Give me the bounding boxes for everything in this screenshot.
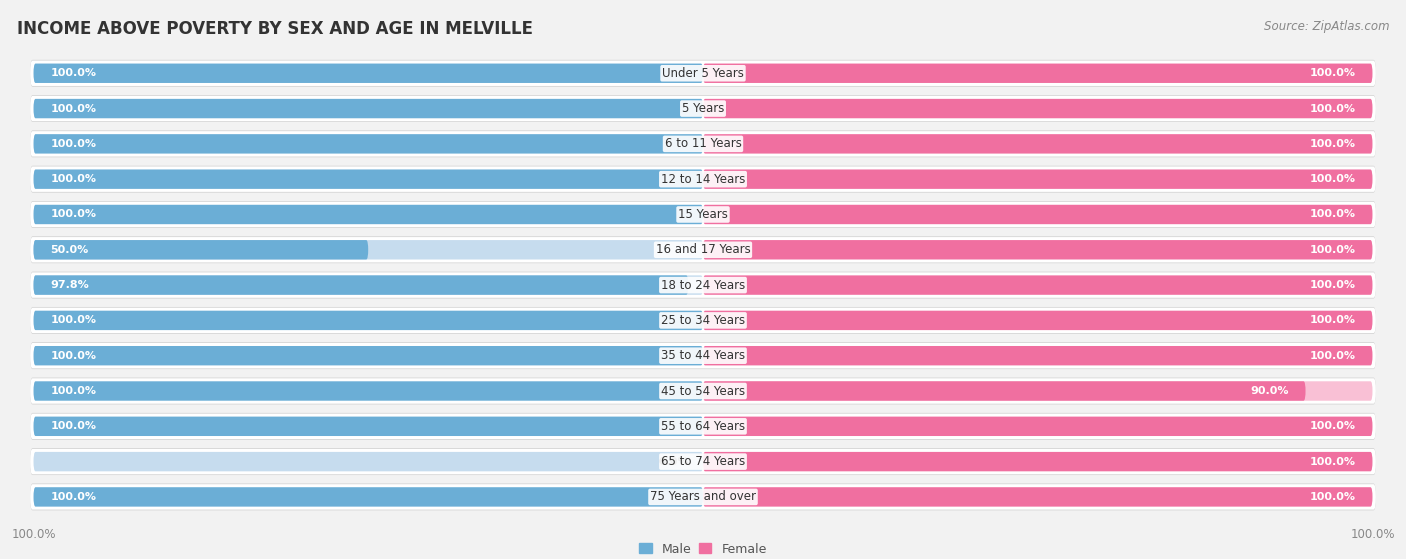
Text: 100.0%: 100.0%	[1310, 280, 1355, 290]
FancyBboxPatch shape	[30, 413, 1376, 440]
FancyBboxPatch shape	[30, 95, 1376, 122]
FancyBboxPatch shape	[30, 414, 1376, 439]
FancyBboxPatch shape	[34, 64, 703, 83]
Text: 100.0%: 100.0%	[51, 386, 96, 396]
FancyBboxPatch shape	[30, 377, 1376, 404]
FancyBboxPatch shape	[30, 130, 1376, 157]
Text: 5 Years: 5 Years	[682, 102, 724, 115]
FancyBboxPatch shape	[30, 484, 1376, 510]
FancyBboxPatch shape	[30, 60, 1376, 87]
Text: 75 Years and over: 75 Years and over	[650, 490, 756, 504]
Text: 65 to 74 Years: 65 to 74 Years	[661, 455, 745, 468]
Text: 16 and 17 Years: 16 and 17 Years	[655, 243, 751, 256]
FancyBboxPatch shape	[30, 166, 1376, 193]
FancyBboxPatch shape	[703, 311, 1372, 330]
FancyBboxPatch shape	[703, 64, 1372, 83]
FancyBboxPatch shape	[703, 487, 1372, 506]
FancyBboxPatch shape	[703, 134, 1372, 154]
FancyBboxPatch shape	[30, 378, 1376, 404]
Text: 100.0%: 100.0%	[1310, 174, 1355, 184]
Text: 100.0%: 100.0%	[51, 139, 96, 149]
FancyBboxPatch shape	[30, 307, 1376, 334]
FancyBboxPatch shape	[30, 202, 1376, 227]
Text: 100.0%: 100.0%	[1310, 139, 1355, 149]
Text: 100.0%: 100.0%	[1310, 245, 1355, 255]
FancyBboxPatch shape	[703, 205, 1372, 224]
Text: Source: ZipAtlas.com: Source: ZipAtlas.com	[1264, 20, 1389, 32]
FancyBboxPatch shape	[703, 346, 1372, 366]
FancyBboxPatch shape	[703, 381, 1372, 401]
Text: 100.0%: 100.0%	[1310, 492, 1355, 502]
Legend: Male, Female: Male, Female	[634, 538, 772, 559]
Text: 50.0%: 50.0%	[51, 245, 89, 255]
FancyBboxPatch shape	[34, 487, 703, 506]
FancyBboxPatch shape	[30, 60, 1376, 86]
FancyBboxPatch shape	[703, 240, 1372, 259]
FancyBboxPatch shape	[34, 452, 703, 471]
FancyBboxPatch shape	[30, 237, 1376, 263]
FancyBboxPatch shape	[703, 416, 1372, 436]
FancyBboxPatch shape	[30, 343, 1376, 368]
Text: 100.0%: 100.0%	[51, 210, 96, 220]
FancyBboxPatch shape	[34, 416, 703, 436]
FancyBboxPatch shape	[34, 276, 689, 295]
Text: 100.0%: 100.0%	[1310, 210, 1355, 220]
FancyBboxPatch shape	[703, 169, 1372, 189]
Text: 6 to 11 Years: 6 to 11 Years	[665, 138, 741, 150]
Text: 90.0%: 90.0%	[1250, 386, 1289, 396]
Text: 100.0%: 100.0%	[51, 68, 96, 78]
Text: 100.0%: 100.0%	[1310, 421, 1355, 432]
FancyBboxPatch shape	[30, 131, 1376, 157]
FancyBboxPatch shape	[34, 346, 703, 366]
FancyBboxPatch shape	[34, 311, 703, 330]
FancyBboxPatch shape	[703, 99, 1372, 119]
FancyBboxPatch shape	[30, 448, 1376, 475]
Text: 100.0%: 100.0%	[1310, 68, 1355, 78]
FancyBboxPatch shape	[703, 381, 1306, 401]
FancyBboxPatch shape	[30, 449, 1376, 475]
Text: 100.0%: 100.0%	[51, 315, 96, 325]
Text: 25 to 34 Years: 25 to 34 Years	[661, 314, 745, 327]
Text: 100.0%: 100.0%	[1310, 103, 1355, 113]
Text: 55 to 64 Years: 55 to 64 Years	[661, 420, 745, 433]
FancyBboxPatch shape	[30, 167, 1376, 192]
Text: 0.0%: 0.0%	[659, 457, 689, 467]
Text: 100.0%: 100.0%	[51, 421, 96, 432]
FancyBboxPatch shape	[30, 272, 1376, 299]
FancyBboxPatch shape	[34, 240, 368, 259]
FancyBboxPatch shape	[30, 484, 1376, 510]
FancyBboxPatch shape	[703, 452, 1372, 471]
FancyBboxPatch shape	[34, 276, 703, 295]
FancyBboxPatch shape	[30, 96, 1376, 121]
Text: INCOME ABOVE POVERTY BY SEX AND AGE IN MELVILLE: INCOME ABOVE POVERTY BY SEX AND AGE IN M…	[17, 20, 533, 37]
Text: 18 to 24 Years: 18 to 24 Years	[661, 278, 745, 292]
Text: 15 Years: 15 Years	[678, 208, 728, 221]
Text: 100.0%: 100.0%	[51, 350, 96, 361]
Text: 100.0%: 100.0%	[1310, 350, 1355, 361]
FancyBboxPatch shape	[30, 236, 1376, 263]
Text: 12 to 14 Years: 12 to 14 Years	[661, 173, 745, 186]
Text: 35 to 44 Years: 35 to 44 Years	[661, 349, 745, 362]
Text: 100.0%: 100.0%	[51, 174, 96, 184]
Text: Under 5 Years: Under 5 Years	[662, 67, 744, 80]
FancyBboxPatch shape	[34, 169, 703, 189]
Text: 100.0%: 100.0%	[51, 103, 96, 113]
Text: 100.0%: 100.0%	[51, 492, 96, 502]
Text: 100.0%: 100.0%	[1310, 457, 1355, 467]
FancyBboxPatch shape	[30, 272, 1376, 298]
FancyBboxPatch shape	[34, 381, 703, 401]
FancyBboxPatch shape	[34, 99, 703, 119]
FancyBboxPatch shape	[34, 205, 703, 224]
FancyBboxPatch shape	[34, 240, 703, 259]
Text: 97.8%: 97.8%	[51, 280, 89, 290]
Text: 100.0%: 100.0%	[1310, 315, 1355, 325]
FancyBboxPatch shape	[30, 307, 1376, 333]
FancyBboxPatch shape	[30, 342, 1376, 369]
FancyBboxPatch shape	[703, 276, 1372, 295]
FancyBboxPatch shape	[30, 201, 1376, 228]
FancyBboxPatch shape	[34, 134, 703, 154]
Text: 45 to 54 Years: 45 to 54 Years	[661, 385, 745, 397]
